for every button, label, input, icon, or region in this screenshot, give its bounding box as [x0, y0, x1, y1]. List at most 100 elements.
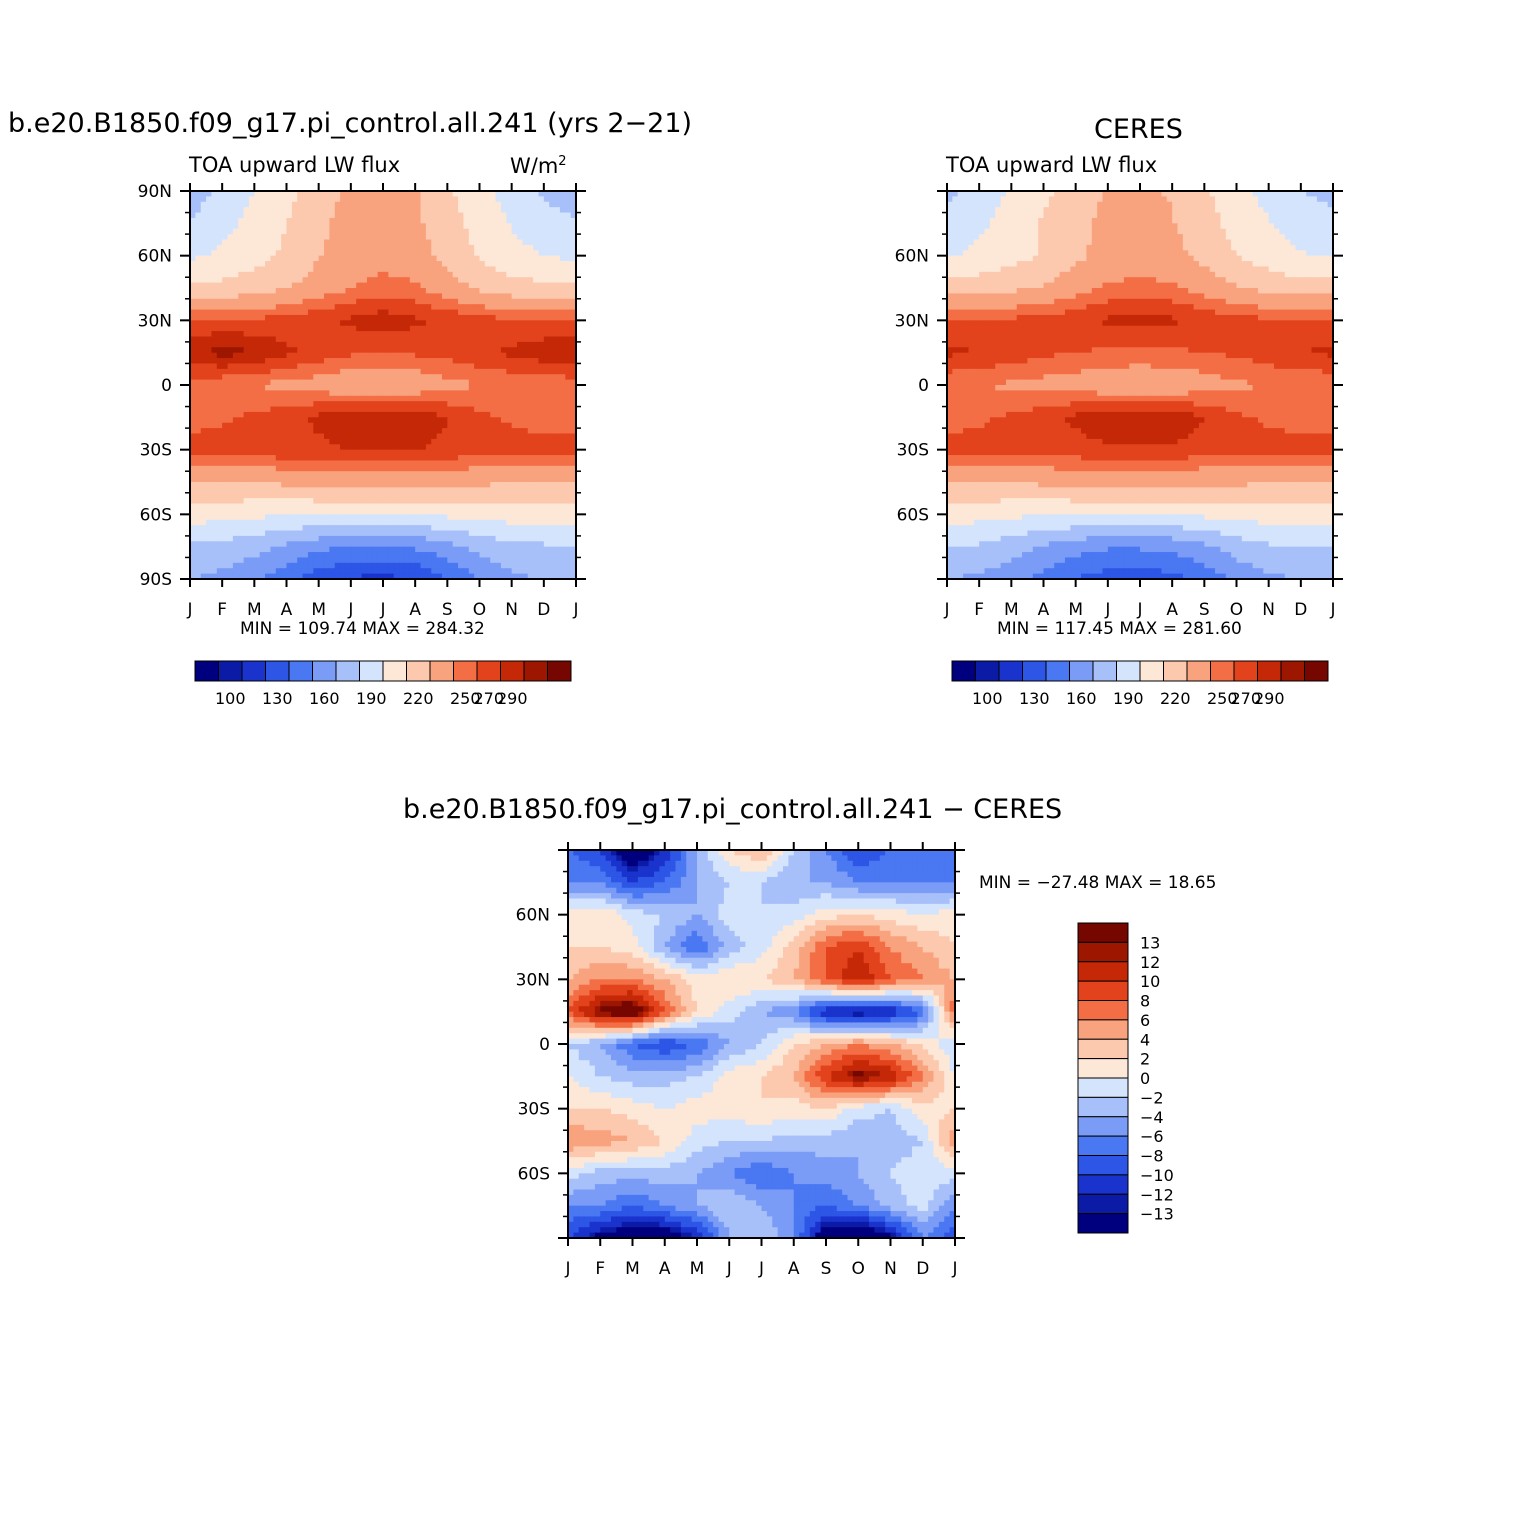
heatmap-cell	[570, 541, 576, 548]
heatmap-cell	[356, 277, 363, 284]
heatmap-cell	[350, 411, 357, 418]
heatmap-cell	[329, 385, 336, 391]
heatmap-cell	[399, 271, 406, 278]
heatmap-cell	[345, 304, 352, 311]
heatmap-cell	[366, 535, 373, 542]
heatmap-cell	[361, 552, 368, 559]
heatmap-cell	[366, 277, 373, 284]
heatmap-cell	[436, 239, 443, 246]
heatmap-cell	[195, 471, 202, 478]
heatmap-cell	[436, 444, 443, 451]
heatmap-cell	[436, 336, 443, 343]
heatmap-cell	[238, 336, 245, 343]
heatmap-cell	[324, 482, 330, 488]
heatmap-cell	[286, 325, 293, 332]
heatmap-cell	[302, 406, 309, 413]
heatmap-cell	[297, 207, 304, 214]
heatmap-cell	[565, 298, 572, 305]
heatmap-cell	[227, 191, 234, 197]
heatmap-cell	[302, 530, 309, 537]
heatmap-cell	[517, 385, 523, 391]
heatmap-cell	[527, 508, 534, 515]
heatmap-cell	[307, 363, 314, 370]
heatmap-cell	[415, 406, 422, 413]
heatmap-cell	[543, 336, 550, 343]
heatmap-cell	[447, 255, 454, 262]
heatmap-cell	[302, 244, 309, 251]
heatmap-cell	[286, 228, 293, 235]
heatmap-cell	[227, 562, 234, 569]
heatmap-cell	[377, 201, 384, 208]
heatmap-cell	[463, 525, 470, 532]
heatmap-cell	[200, 552, 207, 559]
heatmap-cell	[441, 519, 448, 526]
heatmap-cell	[415, 411, 422, 418]
heatmap-cell	[554, 288, 561, 294]
heatmap-cell	[334, 212, 341, 219]
heatmap-cell	[565, 503, 572, 510]
heatmap-cell	[297, 519, 304, 526]
heatmap-cell	[238, 196, 245, 203]
heatmap-cell	[495, 347, 502, 354]
heatmap-cell	[447, 336, 454, 343]
heatmap-cell	[409, 525, 416, 532]
heatmap-cell	[254, 482, 261, 488]
heatmap-cell	[243, 428, 250, 435]
heatmap-cell	[484, 234, 491, 241]
heatmap-cell	[404, 325, 411, 332]
heatmap-cell	[361, 401, 368, 408]
heatmap-cell	[334, 541, 341, 548]
heatmap-cell	[372, 352, 379, 359]
heatmap-cell	[275, 525, 282, 532]
heatmap-cell	[190, 541, 196, 548]
heatmap-cell	[222, 519, 229, 526]
heatmap-cell	[313, 217, 320, 224]
heatmap-cell	[227, 282, 234, 289]
heatmap-cell	[484, 417, 491, 424]
heatmap-cell	[431, 212, 438, 219]
heatmap-cell	[243, 562, 250, 569]
heatmap-cell	[313, 309, 320, 316]
heatmap-cell	[307, 487, 314, 494]
heatmap-cell	[399, 525, 406, 532]
heatmap-cell	[393, 374, 400, 381]
heatmap-cell	[436, 395, 443, 402]
heatmap-cell	[511, 455, 518, 462]
heatmap-cell	[350, 557, 357, 564]
heatmap-cell	[559, 471, 566, 478]
heatmap-cell	[259, 508, 266, 515]
heatmap-cell	[232, 455, 239, 462]
heatmap-cell	[511, 325, 518, 332]
heatmap-cell	[570, 385, 576, 391]
heatmap-cell	[388, 487, 395, 494]
heatmap-cell	[350, 277, 357, 284]
heatmap-cell	[549, 498, 556, 505]
heatmap-cell	[222, 390, 229, 397]
heatmap-cell	[318, 250, 325, 257]
heatmap-cell	[452, 438, 459, 445]
heatmap-cell	[356, 234, 363, 241]
heatmap-cell	[425, 277, 432, 284]
heatmap-cell	[559, 320, 566, 327]
heatmap-cell	[533, 304, 540, 311]
heatmap-cell	[232, 244, 239, 251]
heatmap-cell	[216, 433, 223, 440]
heatmap-cell	[436, 379, 443, 386]
heatmap-cell	[511, 352, 518, 359]
heatmap-cell	[222, 530, 229, 537]
heatmap-cell	[313, 541, 320, 548]
heatmap-cell	[393, 271, 400, 278]
heatmap-cell	[559, 530, 566, 537]
heatmap-cell	[265, 562, 272, 569]
heatmap-cell	[420, 293, 427, 300]
heatmap-cell	[490, 411, 497, 418]
heatmap-cell	[227, 336, 234, 343]
heatmap-cell	[350, 320, 357, 327]
heatmap-cell	[554, 314, 561, 321]
heatmap-cell	[248, 347, 255, 354]
heatmap-cell	[297, 487, 304, 494]
heatmap-cell	[281, 304, 288, 311]
heatmap-cell	[420, 282, 427, 289]
heatmap-cell	[254, 401, 261, 408]
heatmap-cell	[297, 234, 304, 241]
